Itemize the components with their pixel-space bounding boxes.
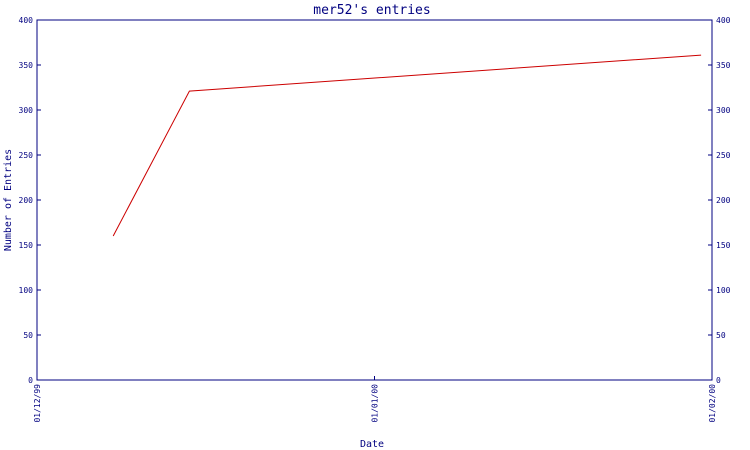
y-tick-label-left: 400: [19, 16, 34, 25]
y-axis-label: Number of Entries: [3, 149, 14, 251]
y-axis-right: 0 50 100 150 200 250 300 350 400: [708, 16, 731, 385]
plot-area-frame: [36, 19, 713, 381]
x-tick-label: 01/01/00: [371, 384, 380, 423]
y-tick-label-left: 250: [19, 151, 34, 160]
y-axis-left: 0 50 100 150 200 250 300 350 400: [19, 16, 41, 385]
chart-title: mer52's entries: [313, 3, 430, 18]
y-tick-label-left: 200: [19, 196, 34, 205]
series-line: [112, 54, 702, 237]
y-tick-label-right: 0: [716, 376, 721, 385]
x-tick-label: 01/02/00: [708, 384, 717, 423]
y-tick-label-left: 100: [19, 286, 34, 295]
y-tick-label-right: 100: [716, 286, 731, 295]
y-tick-label-left: 300: [19, 106, 34, 115]
y-tick-label-right: 150: [716, 241, 731, 250]
x-axis: 01/12/99 01/01/00 01/02/00: [33, 376, 717, 423]
y-tick-label-left: 50: [23, 331, 33, 340]
x-tick-label: 01/12/99: [33, 384, 42, 423]
y-tick-label-right: 50: [716, 331, 726, 340]
y-tick-label-right: 250: [716, 151, 731, 160]
y-tick-label-right: 350: [716, 61, 731, 70]
y-tick-label-right: 300: [716, 106, 731, 115]
y-tick-label-right: 400: [716, 16, 731, 25]
y-tick-label-left: 350: [19, 61, 34, 70]
y-tick-label-right: 200: [716, 196, 731, 205]
y-tick-label-left: 150: [19, 241, 34, 250]
x-axis-label: Date: [360, 439, 384, 450]
series-layer: [112, 54, 702, 237]
y-tick-label-left: 0: [28, 376, 33, 385]
